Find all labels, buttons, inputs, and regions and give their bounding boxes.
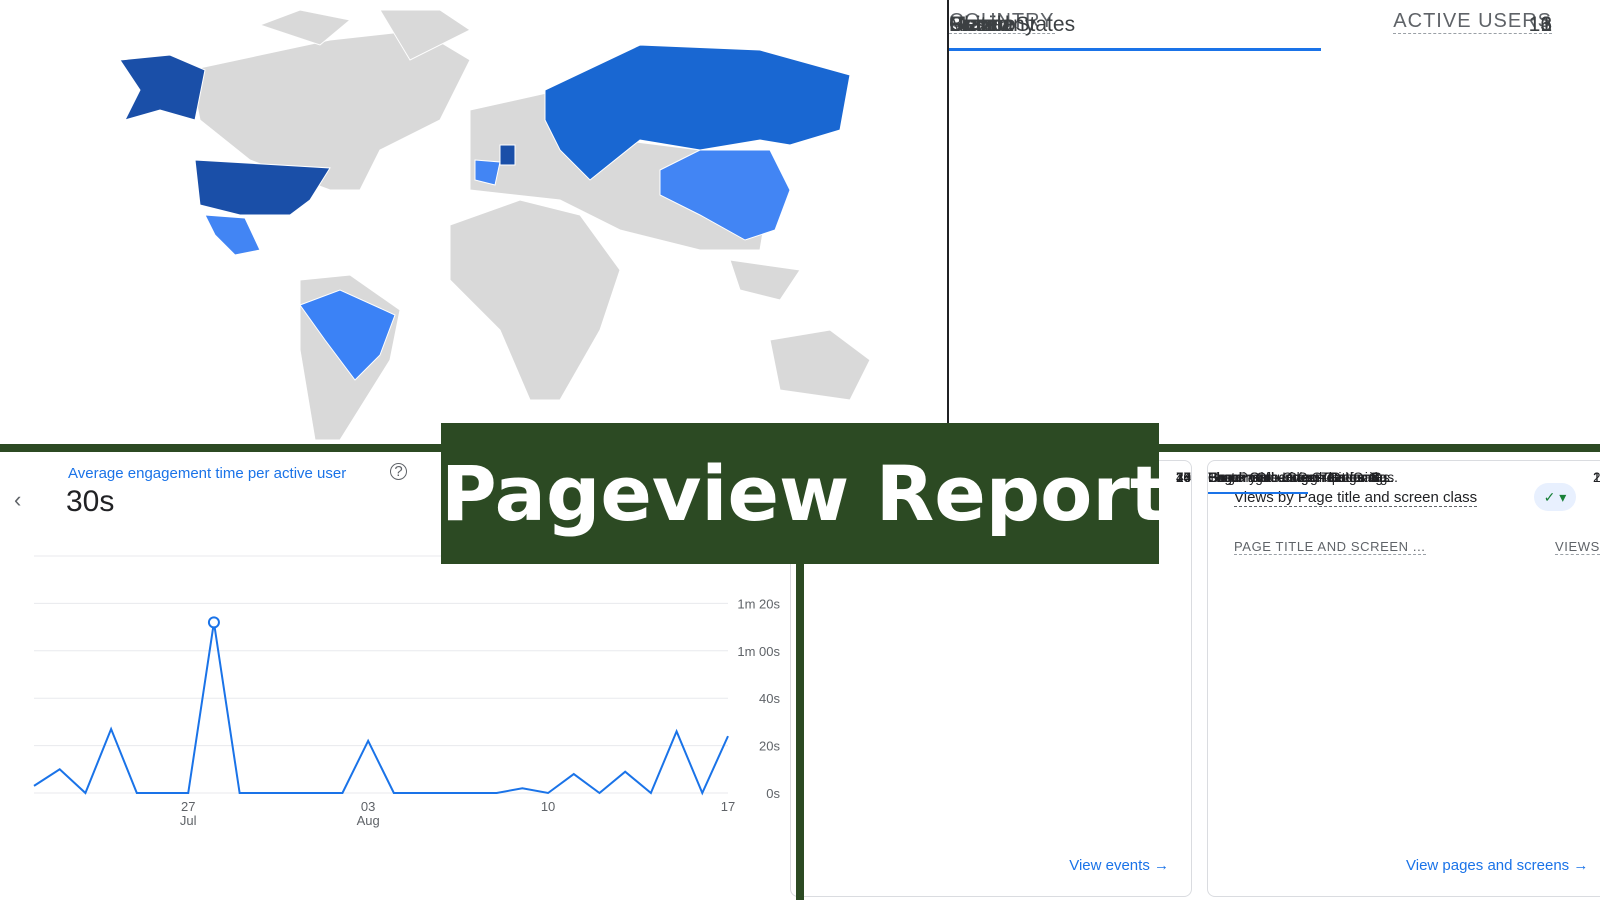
value-bar [1208, 492, 1283, 494]
world-map [119, 9, 871, 441]
active-users: 1 [1540, 13, 1552, 36]
value-bar [949, 48, 1321, 51]
help-icon[interactable]: ? [390, 463, 407, 480]
view-events-link[interactable]: View events → [1069, 857, 1169, 874]
x-tick-label: 17 [721, 799, 735, 814]
country-name: China [949, 13, 1004, 36]
country-name: Germany [949, 13, 1036, 36]
x-tick-label: 27 [181, 799, 195, 814]
column-header: PAGE TITLE AND SCREEN ... [1234, 539, 1426, 555]
row-label: Green Gatherings - Green Ga... [1208, 470, 1398, 485]
active-users: 16 [1528, 13, 1552, 36]
row-value: 15 [1592, 470, 1600, 485]
active-users: 1 [1540, 13, 1552, 36]
country-name: Russia [949, 13, 1014, 36]
active-users: 3 [1540, 13, 1552, 36]
metric-value: 30s [66, 485, 115, 518]
value-bar [949, 48, 1019, 51]
table-row: Mexico 1 [949, 13, 1552, 378]
x-tick-label: Jul [180, 813, 197, 828]
row-value: 14 [1175, 470, 1191, 485]
active-users: 3 [1540, 13, 1552, 36]
table-row: Germany 3 [949, 13, 1552, 108]
row-label: Blog Page - Green Gatherings [1208, 470, 1390, 485]
table-row: Blog Page - Green Gatherings4 [1208, 470, 1600, 631]
divider [796, 444, 804, 900]
value-bar [1208, 492, 1223, 494]
y-tick-label: 1m 20s [737, 596, 780, 611]
table-row: United States 16 [949, 0, 1552, 54]
back-arrow[interactable]: ‹ [14, 487, 22, 512]
country-table: COUNTRY ACTIVE USERS United States 16 Germ… [947, 0, 1552, 440]
table-row: first_visit26 [791, 470, 1191, 631]
link-text[interactable]: View events [1069, 857, 1150, 874]
active-users: 1 [1540, 13, 1552, 36]
table-row: Green Gatherings – Green G...4 [1208, 470, 1600, 665]
country-name: France [949, 13, 1015, 36]
row-value: 40 [1175, 470, 1191, 485]
value-bar [949, 48, 973, 51]
row-label: Thank you! - Green Gatherings [1208, 470, 1395, 485]
pages-card: Views by Page title and screen class ✓ ▾… [1207, 460, 1600, 897]
column-header: VIEWS [1555, 539, 1600, 555]
country-name: United States [949, 13, 1076, 36]
table-row: Home - Green Gatherings: S... 15 [1208, 470, 1600, 563]
x-tick-label: 10 [541, 799, 555, 814]
row-value: 20 [1592, 470, 1600, 485]
column-header: ACTIVE USERS [1393, 10, 1552, 34]
table-row: France 1 [949, 13, 1552, 324]
row-value: 34 [1175, 470, 1191, 485]
table-row: Russia 3 [949, 13, 1552, 162]
table-row: China 1 [949, 13, 1552, 270]
row-value: 70 [1175, 470, 1191, 485]
x-tick-label: Aug [357, 813, 380, 828]
table-row: Page not found - Green Gath...3 [1208, 470, 1600, 699]
row-label: Page not found - Green Gath... [1208, 470, 1394, 485]
peak-marker [207, 616, 220, 629]
row-label: Green Gatherings – Green G... [1208, 470, 1394, 485]
series-line [33, 622, 729, 796]
y-tick-label: 40s [759, 691, 780, 706]
table-row: Landing_Page_Visits14 [791, 470, 1191, 665]
country-name: Brazil [949, 13, 1002, 36]
row-label: Home - Green Gatherings: S... [1208, 470, 1392, 485]
table-row: Thank you! - Green Gatherings7 [1208, 470, 1600, 597]
y-tick-label: 1m 00s [737, 644, 780, 659]
country-name: Mexico [949, 13, 1016, 36]
metric-title: Average engagement time per active user [68, 465, 347, 482]
y-tick-label: 0s [766, 786, 780, 801]
row-label: Sustainable Living Tips for a... [1208, 470, 1389, 485]
column-header: COUNTRY [949, 10, 1055, 34]
row-value: 26 [1175, 470, 1191, 485]
y-tick-label: 20s [759, 739, 780, 754]
banner-title: Pageview Report [441, 423, 1166, 564]
row-value: 7 [1183, 470, 1191, 485]
view-pages-link[interactable]: View pages and screens → [1406, 857, 1589, 874]
x-tick-label: 03 [361, 799, 375, 814]
row-value: 28 [1175, 470, 1191, 485]
active-users: 1 [1540, 13, 1552, 36]
table-row: scroll28 [791, 470, 1191, 597]
link-text[interactable]: View pages and screens [1406, 857, 1570, 874]
table-row: Brazil 1 [949, 13, 1552, 216]
row-value: 16 [1592, 470, 1600, 485]
compare-toggle[interactable]: ✓ ▾ [1534, 483, 1576, 511]
